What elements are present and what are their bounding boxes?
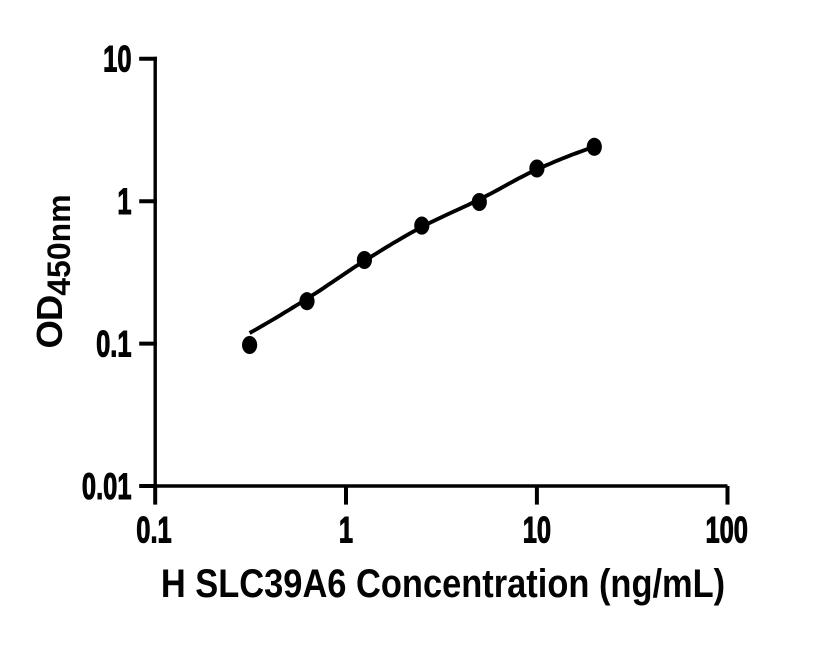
svg-text:10: 10: [523, 509, 551, 551]
svg-text:0.1: 0.1: [96, 323, 131, 365]
svg-text:100: 100: [705, 509, 748, 551]
svg-text:0.01: 0.01: [82, 465, 132, 507]
svg-text:H SLC39A6 Concentration (ng/mL: H SLC39A6 Concentration (ng/mL): [161, 561, 725, 606]
svg-text:10: 10: [103, 38, 131, 80]
svg-text:1: 1: [117, 180, 131, 222]
svg-text:0.1: 0.1: [136, 509, 171, 551]
svg-text:1: 1: [339, 509, 353, 551]
